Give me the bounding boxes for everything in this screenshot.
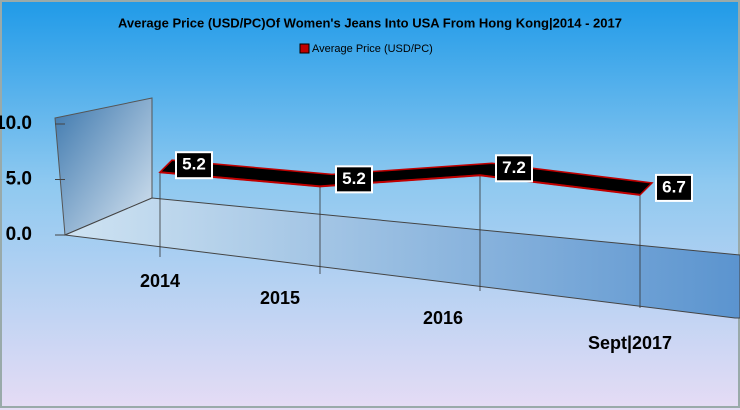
data-label: 5.2: [182, 155, 206, 174]
data-label: 5.2: [342, 169, 366, 188]
y-tick-label: 0.0: [6, 224, 32, 245]
line: [159, 171, 641, 196]
y-tick-label: 5.0: [6, 169, 32, 190]
data-label-box: [335, 165, 373, 194]
x-tick-label: 2015: [260, 288, 300, 308]
data-label: 7.2: [502, 158, 526, 177]
y-tick-label: 10.0: [0, 113, 32, 134]
data-label-box: [655, 173, 693, 202]
x-tick-label: 2016: [423, 308, 463, 328]
legend-label: Average Price (USD/PC): [312, 43, 433, 55]
legend-swatch: [299, 43, 310, 54]
data-label-box: [495, 154, 533, 183]
data-label-box: [175, 151, 213, 180]
data-label: 6.7: [662, 177, 686, 196]
chart-title: Average Price (USD/PC)Of Women's Jeans I…: [118, 15, 622, 30]
x-tick-label: 2014: [140, 271, 180, 291]
x-tick-label: Sept|2017: [588, 333, 672, 353]
floor: [63, 197, 740, 319]
